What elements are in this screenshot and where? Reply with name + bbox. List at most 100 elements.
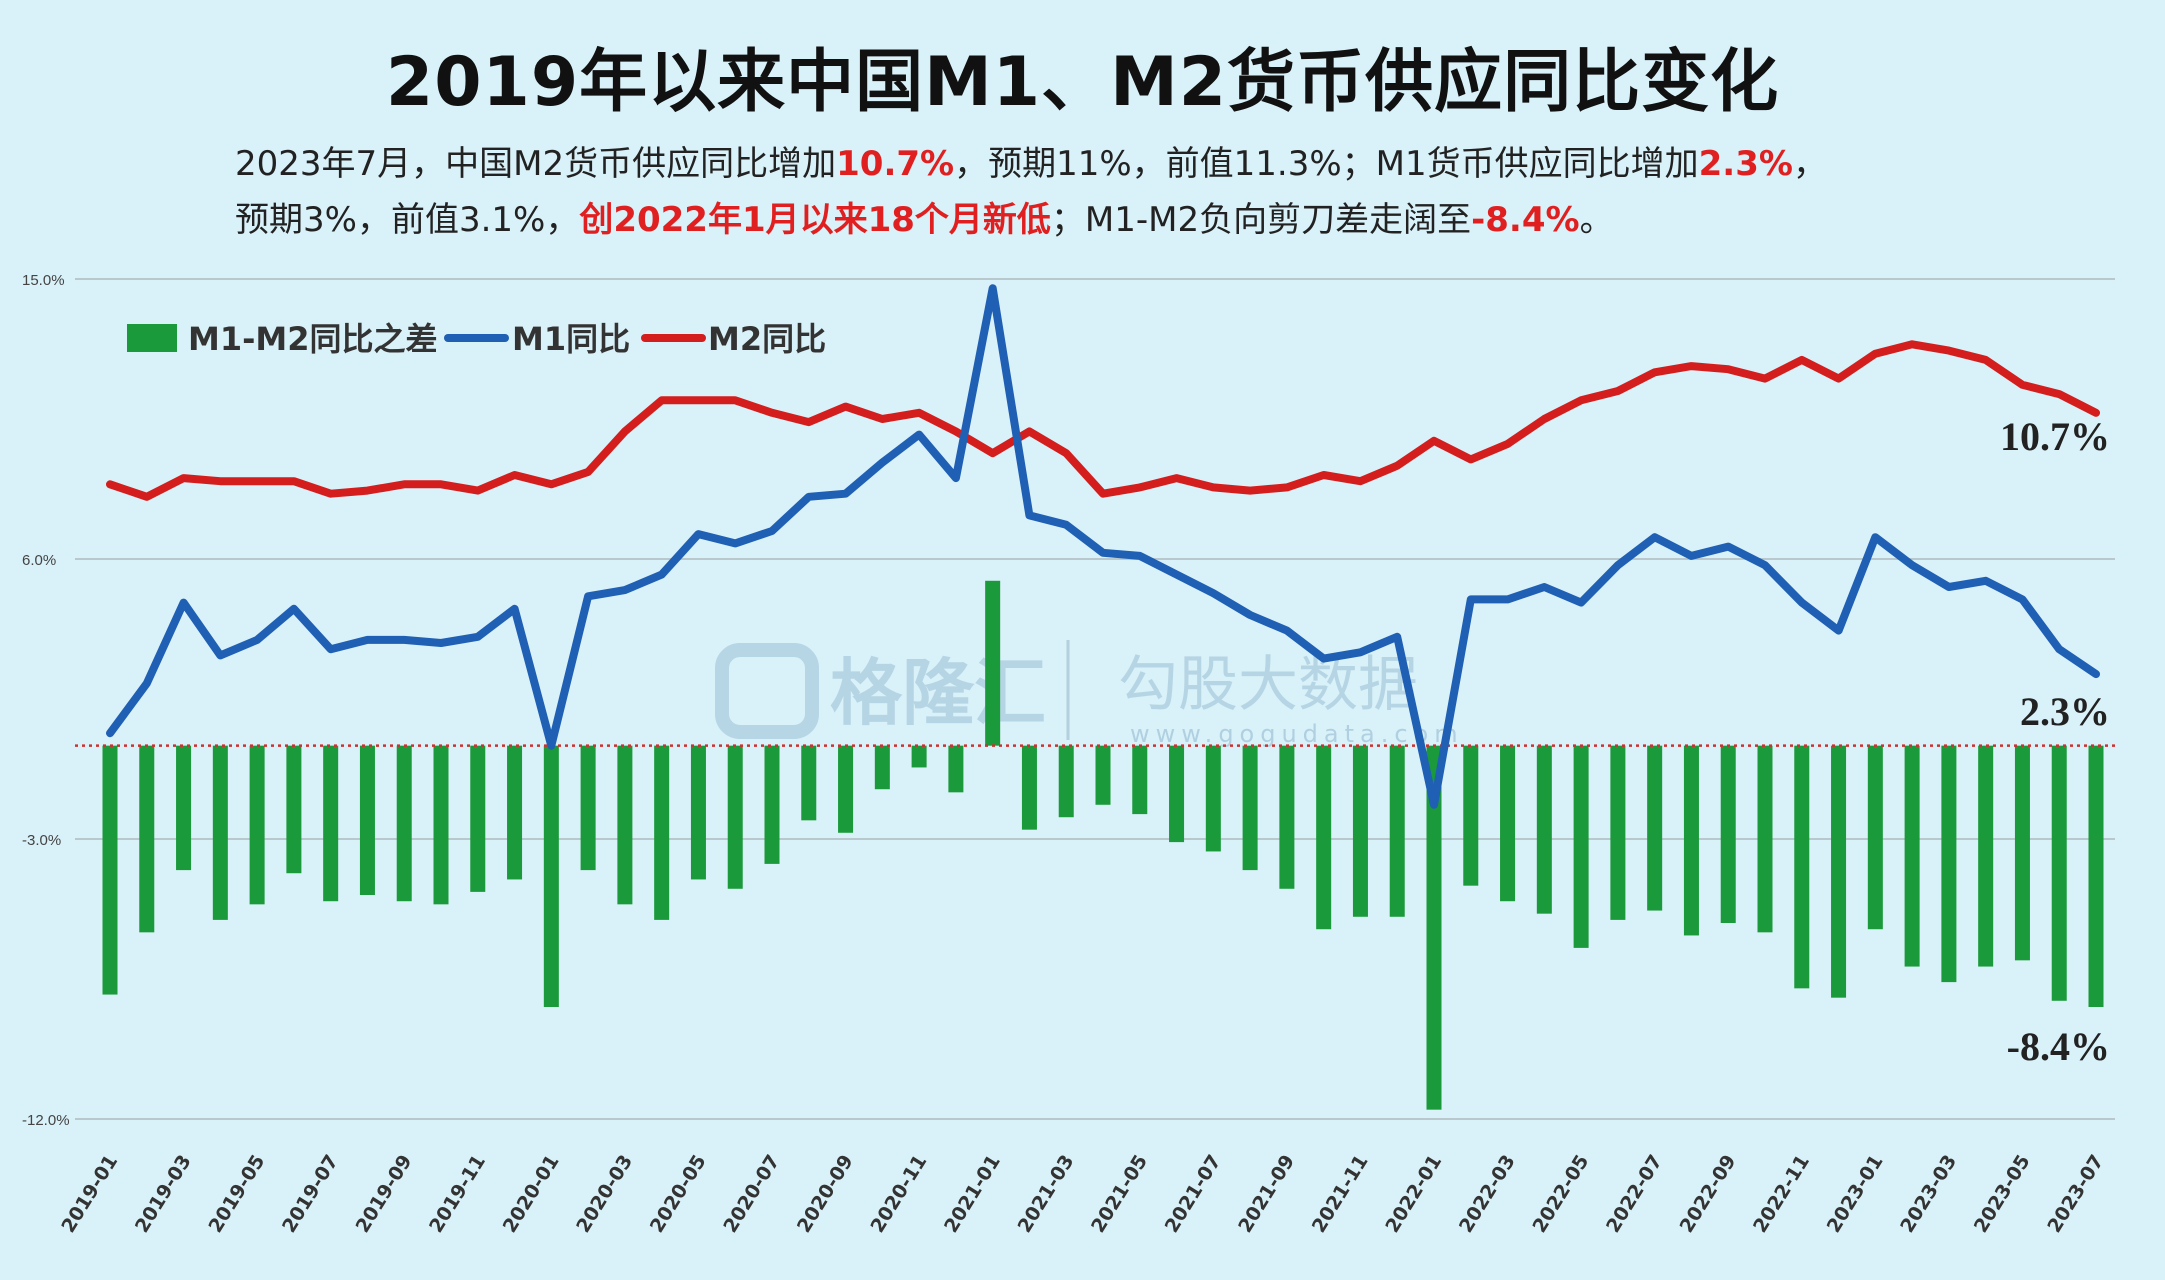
x-tick-label: 2021-05 — [1087, 1151, 1152, 1237]
bar-diff — [801, 745, 817, 821]
x-tick-label: 2019-05 — [204, 1151, 269, 1237]
bar-diff — [1058, 745, 1074, 818]
x-tick-label: 2022-05 — [1528, 1151, 1593, 1237]
bar-diff — [1683, 745, 1699, 936]
bar-diff — [1352, 745, 1368, 917]
x-tick-label: 2021-03 — [1014, 1151, 1079, 1237]
bar-diff — [2088, 745, 2104, 1007]
bar-diff — [1573, 745, 1589, 948]
bar-diff — [948, 745, 964, 793]
line-m2 — [106, 340, 2100, 501]
bar-diff — [1536, 745, 1552, 914]
bar-diff — [838, 745, 854, 833]
bar-diff — [1904, 745, 1920, 967]
subtitle-segment: 创2022年1月以来18个月新低 — [579, 200, 1051, 240]
x-tick-label: 2022-11 — [1749, 1151, 1814, 1237]
y-tick-label: 15.0% — [22, 272, 65, 289]
legend-label: M2同比 — [708, 320, 826, 358]
bar-diff — [690, 745, 706, 880]
x-tick-label: 2022-07 — [1602, 1151, 1667, 1237]
legend-label: M1-M2同比之差 — [188, 320, 438, 358]
subtitle-segment: -8.4% — [1471, 200, 1580, 240]
bar-diff — [1647, 745, 1663, 911]
bar-diff — [2014, 745, 2030, 961]
x-tick-label: 2023-03 — [1896, 1151, 1961, 1237]
bar-diff — [1205, 745, 1221, 852]
bar-diff — [1941, 745, 1957, 983]
bar-diff — [580, 745, 596, 871]
x-tick-label: 2021-01 — [940, 1151, 1005, 1237]
x-tick-label: 2019-01 — [57, 1151, 122, 1237]
y-tick-label: -3.0% — [22, 832, 61, 849]
subtitle-segment: 2023年7月，中国M2货币供应同比增加 — [235, 144, 837, 184]
x-tick-label: 2020-01 — [499, 1151, 564, 1237]
x-tick-label: 2020-05 — [646, 1151, 711, 1237]
bar-diff — [433, 745, 449, 905]
bar-diff — [1500, 745, 1516, 902]
x-tick-label: 2020-11 — [866, 1151, 931, 1237]
bar-diff — [1610, 745, 1626, 920]
bar-diff — [139, 745, 155, 933]
bar-diff — [1242, 745, 1258, 871]
legend-label: M1同比 — [512, 320, 630, 358]
watermark-logo-icon — [715, 643, 819, 739]
line-m1 — [106, 284, 2100, 809]
bar-diff — [543, 745, 559, 1007]
bar-diff — [102, 745, 118, 995]
subtitle-segment: 预期3%，前值3.1%， — [235, 200, 580, 240]
x-tick-label: 2022-01 — [1381, 1151, 1446, 1237]
bar-diff — [359, 745, 375, 895]
chart-title: 2019年以来中国M1、M2货币供应同比变化 — [385, 43, 1780, 122]
bar-diff — [286, 745, 302, 874]
bar-diff — [1867, 745, 1883, 930]
bar-diff — [985, 580, 1001, 746]
watermark-brand: 勾股大数据 — [1118, 650, 1418, 720]
x-tick-label: 2021-07 — [1161, 1151, 1226, 1237]
subtitle-segment: 10.7% — [836, 144, 955, 184]
x-tick-label: 2019-07 — [278, 1151, 343, 1237]
bar-diff — [1978, 745, 1994, 967]
end-value-label: 10.7% — [2000, 414, 2110, 459]
bar-diff — [1169, 745, 1185, 843]
x-tick-label: 2021-09 — [1234, 1151, 1299, 1237]
subtitle-line-2: 预期3%，前值3.1%，创2022年1月以来18个月新低；M1-M2负向剪刀差走… — [235, 192, 1614, 241]
x-tick-label: 2020-09 — [793, 1151, 858, 1237]
bar-diff — [2051, 745, 2067, 1001]
bar-diff — [1389, 745, 1405, 917]
bar-diff — [1316, 745, 1332, 930]
bar-diff — [470, 745, 486, 892]
bar-diff — [874, 745, 890, 790]
x-tick-label: 2020-03 — [572, 1151, 637, 1237]
bar-diff — [507, 745, 523, 880]
bar-diff — [1794, 745, 1810, 989]
watermark-brand: 格隆汇 — [830, 651, 1046, 735]
subtitle-segment: 2.3% — [1698, 144, 1793, 184]
bar-diff — [764, 745, 780, 864]
bar-diff — [727, 745, 743, 889]
bar-diff — [1021, 745, 1037, 830]
subtitle-line-1: 2023年7月，中国M2货币供应同比增加10.7%，预期11%，前值11.3%；… — [235, 136, 1827, 185]
bar-diff — [1463, 745, 1479, 886]
subtitle-segment: 。 — [1579, 200, 1614, 240]
bar-diff — [176, 745, 192, 871]
end-value-label: -8.4% — [2007, 1024, 2110, 1069]
bar-diff — [249, 745, 265, 905]
bar-diff — [396, 745, 412, 902]
bar-diff — [654, 745, 670, 920]
bar-diff — [212, 745, 228, 920]
y-tick-label: 6.0% — [22, 552, 56, 569]
bar-diff — [911, 745, 927, 768]
bar-diff — [1426, 745, 1442, 1110]
bar-diff — [323, 745, 339, 902]
x-tick-label: 2021-11 — [1308, 1151, 1373, 1237]
x-tick-label: 2019-11 — [425, 1151, 490, 1237]
x-tick-label: 2023-07 — [2043, 1151, 2108, 1237]
subtitle-segment: ， — [1792, 144, 1827, 184]
subtitle-segment: ，预期11%，前值11.3%；M1货币供应同比增加 — [954, 144, 1699, 184]
x-tick-label: 2022-03 — [1455, 1151, 1520, 1237]
watermark-url: www.gogudata.com — [1130, 720, 1464, 748]
legend-swatch-diff — [127, 324, 177, 352]
y-tick-label: -12.0% — [22, 1112, 70, 1129]
x-tick-label: 2019-09 — [352, 1151, 417, 1237]
